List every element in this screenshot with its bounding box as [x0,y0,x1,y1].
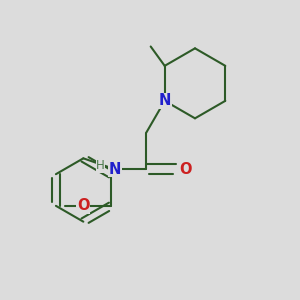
Text: H: H [96,159,105,172]
Text: N: N [158,93,171,108]
Text: O: O [179,162,192,177]
Text: N: N [109,162,121,177]
Text: O: O [77,198,89,213]
